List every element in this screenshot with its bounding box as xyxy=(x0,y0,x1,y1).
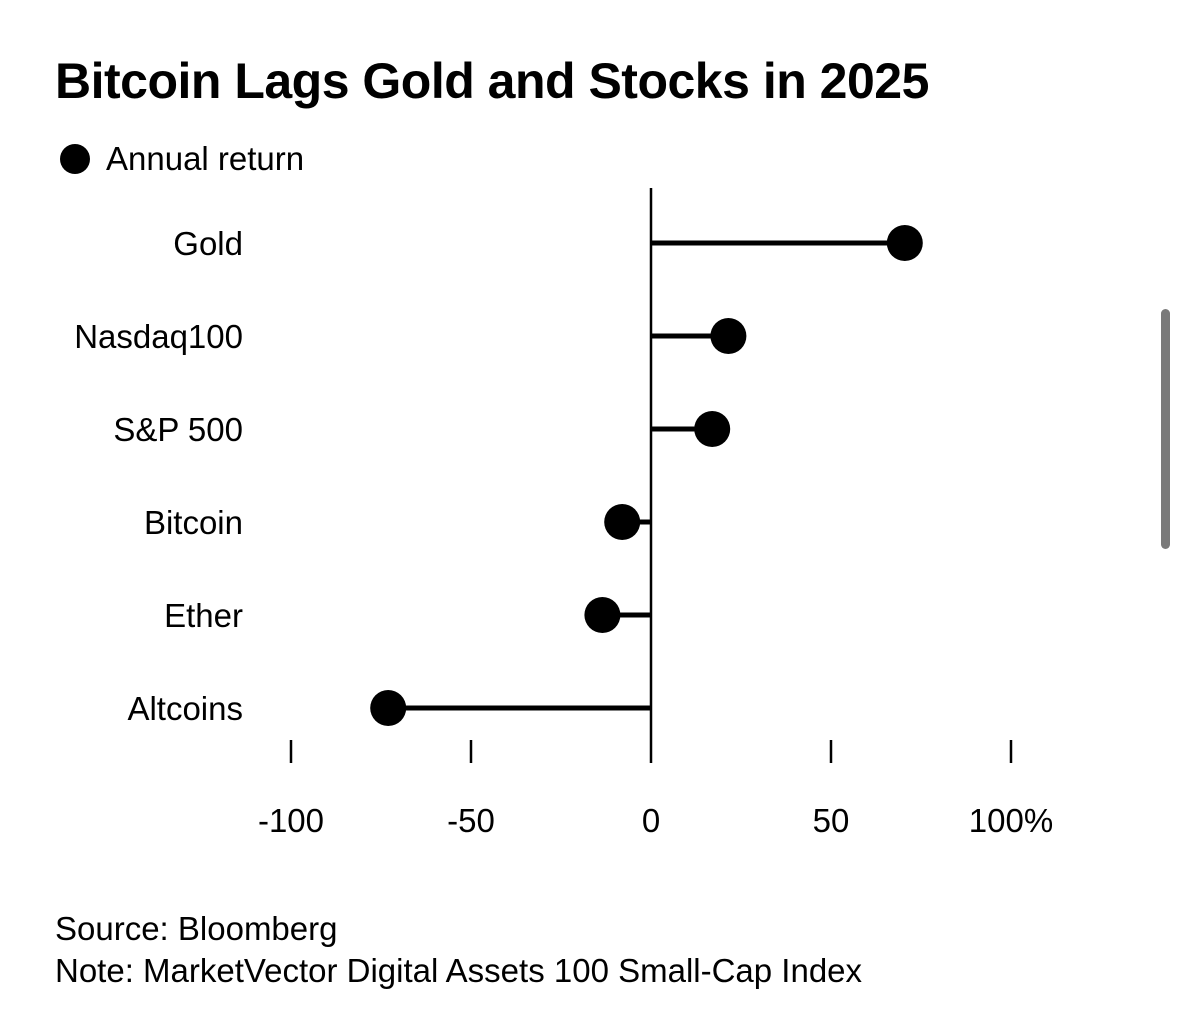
marker-gold xyxy=(886,225,923,261)
category-label: Bitcoin xyxy=(144,504,243,541)
category-label: Nasdaq100 xyxy=(74,318,243,355)
legend: Annual return xyxy=(60,140,304,178)
x-tick-label: -100 xyxy=(258,802,324,839)
marker-bitcoin xyxy=(604,504,641,540)
marker-altcoins xyxy=(370,690,407,726)
marker-s-p-500 xyxy=(694,411,731,447)
x-ticks xyxy=(289,740,1013,763)
scrollbar[interactable] xyxy=(1161,309,1170,549)
category-labels: Gold Nasdaq100 S&P 500 Bitcoin Ether Altcoins xyxy=(74,225,243,727)
x-tick-labels: -100 -50 0 50 100% xyxy=(258,802,1053,839)
stems xyxy=(388,240,905,711)
x-tick-label: 0 xyxy=(642,802,660,839)
markers xyxy=(370,225,923,726)
footer: Source: Bloomberg Note: MarketVector Dig… xyxy=(55,908,862,992)
marker-ether xyxy=(584,597,621,633)
category-label: Ether xyxy=(164,597,243,634)
marker-nasdaq100 xyxy=(710,318,747,354)
x-tick-label: 50 xyxy=(813,802,850,839)
category-label: Gold xyxy=(173,225,243,262)
legend-label: Annual return xyxy=(106,140,305,177)
chart-title: Bitcoin Lags Gold and Stocks in 2025 xyxy=(55,53,929,109)
x-tick-label: 100% xyxy=(969,802,1053,839)
category-label: Altcoins xyxy=(127,690,243,727)
category-label: S&P 500 xyxy=(113,411,243,448)
source-note: Source: Bloomberg xyxy=(55,910,338,947)
index-note: Note: MarketVector Digital Assets 100 Sm… xyxy=(55,952,863,989)
x-tick-label: -50 xyxy=(447,802,495,839)
legend-marker-icon xyxy=(60,144,90,174)
